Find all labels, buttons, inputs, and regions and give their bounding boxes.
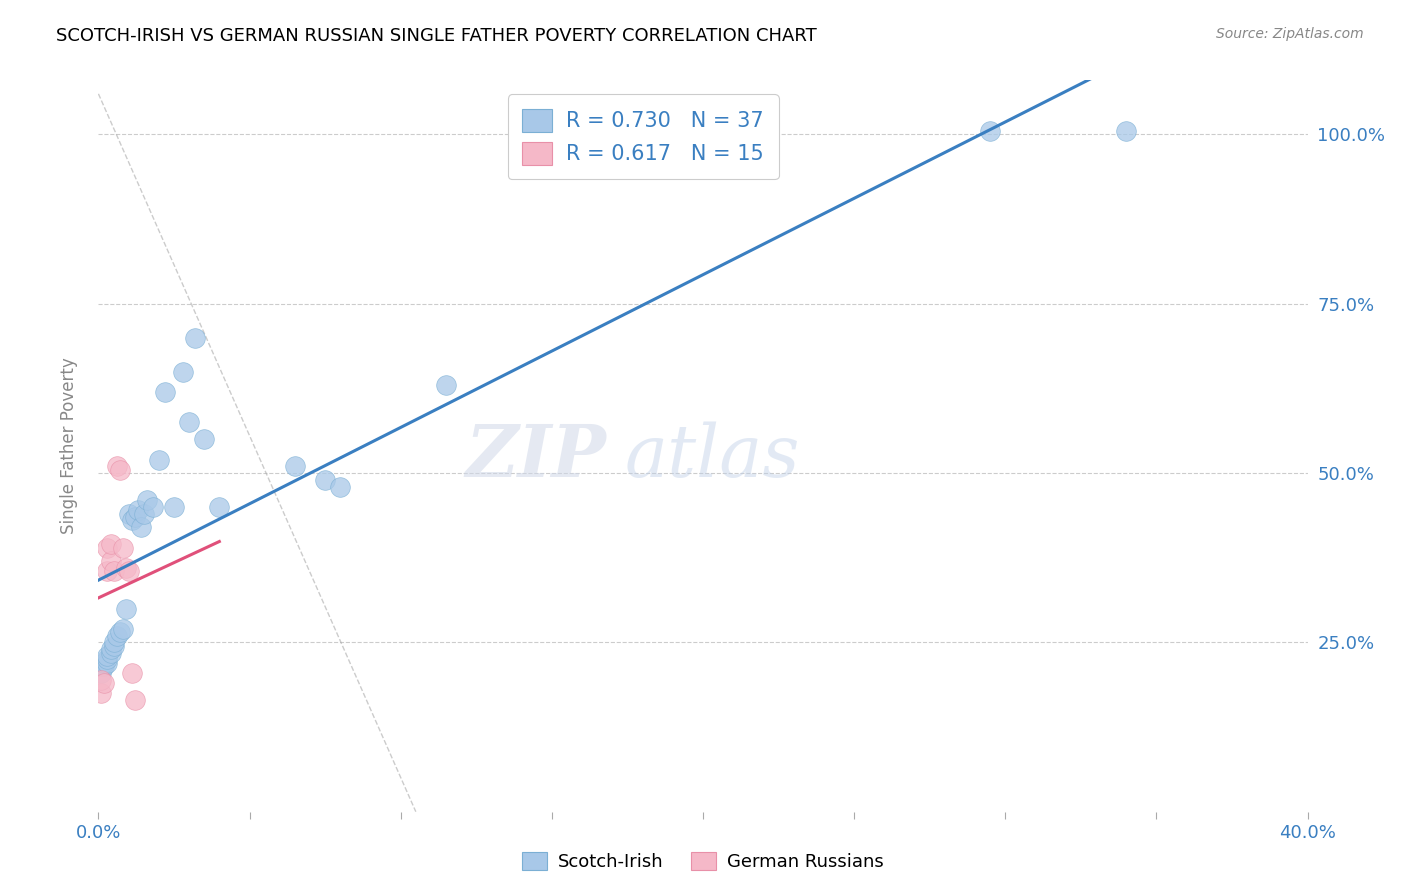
Point: [118, 507, 141, 521]
Point: [153, 384, 176, 399]
Point: [103, 635, 125, 649]
Text: Source: ZipAtlas.com: Source: ZipAtlas.com: [1216, 27, 1364, 41]
Point: [132, 507, 155, 521]
Point: [108, 463, 131, 477]
Point: [184, 331, 207, 345]
Point: [93, 656, 115, 670]
Point: [105, 459, 128, 474]
Point: [208, 500, 231, 514]
Legend: R = 0.730   N = 37, R = 0.617   N = 15: R = 0.730 N = 37, R = 0.617 N = 15: [508, 95, 779, 179]
Point: [96, 656, 118, 670]
Point: [124, 510, 146, 524]
Point: [90, 665, 112, 680]
Point: [105, 629, 128, 643]
Point: [329, 480, 352, 494]
Point: [193, 432, 215, 446]
Y-axis label: Single Father Poverty: Single Father Poverty: [59, 358, 77, 534]
Point: [100, 537, 122, 551]
Point: [1115, 124, 1137, 138]
Point: [100, 642, 122, 657]
Point: [96, 564, 118, 578]
Point: [111, 622, 134, 636]
Point: [142, 500, 165, 514]
Point: [114, 601, 136, 615]
Text: atlas: atlas: [624, 422, 800, 492]
Point: [314, 473, 336, 487]
Point: [103, 639, 125, 653]
Point: [96, 541, 118, 555]
Point: [148, 452, 170, 467]
Point: [179, 415, 201, 429]
Point: [121, 665, 143, 680]
Point: [103, 564, 125, 578]
Point: [127, 503, 149, 517]
Point: [90, 659, 112, 673]
Point: [100, 554, 122, 568]
Point: [172, 364, 194, 378]
Point: [90, 686, 112, 700]
Point: [100, 646, 122, 660]
Point: [284, 459, 307, 474]
Point: [163, 500, 186, 514]
Point: [90, 673, 112, 687]
Point: [96, 652, 118, 666]
Point: [96, 648, 118, 663]
Point: [93, 659, 115, 673]
Point: [111, 541, 134, 555]
Text: ZIP: ZIP: [465, 422, 606, 492]
Point: [434, 378, 457, 392]
Text: SCOTCH-IRISH VS GERMAN RUSSIAN SINGLE FATHER POVERTY CORRELATION CHART: SCOTCH-IRISH VS GERMAN RUSSIAN SINGLE FA…: [56, 27, 817, 45]
Point: [114, 561, 136, 575]
Point: [129, 520, 152, 534]
Point: [93, 676, 115, 690]
Point: [135, 493, 157, 508]
Legend: Scotch-Irish, German Russians: Scotch-Irish, German Russians: [515, 846, 891, 879]
Point: [118, 564, 141, 578]
Point: [108, 625, 131, 640]
Point: [979, 124, 1001, 138]
Point: [121, 514, 143, 528]
Point: [124, 693, 146, 707]
